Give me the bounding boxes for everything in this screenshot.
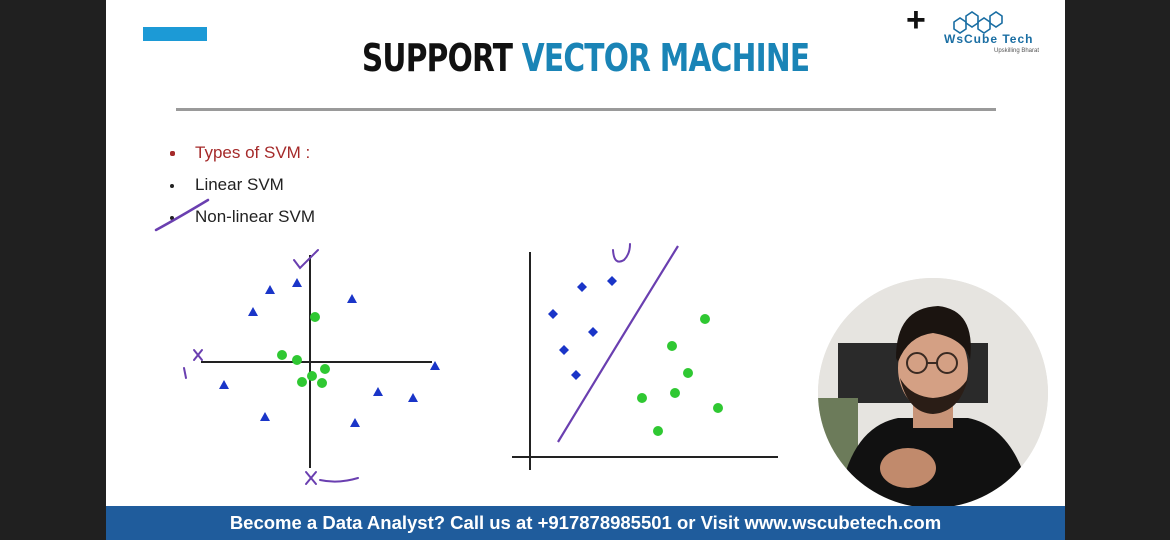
linear-plot <box>512 243 778 470</box>
y-axis-pen-mark <box>293 249 319 270</box>
green-dot <box>310 312 320 322</box>
blue-triangle <box>430 361 440 370</box>
bullet-dot-icon <box>170 151 175 156</box>
pen-check-stroke <box>154 198 210 232</box>
blue-triangle <box>248 307 258 316</box>
green-dot <box>683 368 693 378</box>
green-dot <box>297 377 307 387</box>
nonlinear-plot <box>183 249 440 485</box>
green-dot <box>653 426 663 436</box>
blue-triangle <box>408 393 418 402</box>
plot1-triangles <box>219 278 440 427</box>
hexagon-cluster-icon <box>953 11 1003 34</box>
blue-triangle <box>373 387 383 396</box>
blue-triangle <box>219 380 229 389</box>
hyperplane-line <box>557 245 679 443</box>
pen-check-mark <box>612 243 631 263</box>
wscube-logo: + WsCube Tech Upskilling Bharat <box>906 1 1065 64</box>
logo-tagline: Upskilling Bharat <box>994 48 1040 54</box>
green-dot <box>637 393 647 403</box>
green-dot <box>713 403 723 413</box>
green-dot <box>320 364 330 374</box>
x1-axis-pen-mark <box>183 349 203 379</box>
bullet-dot-icon <box>170 184 174 188</box>
accent-bar <box>143 27 207 41</box>
svm-illustrations <box>154 198 778 485</box>
x2-axis-pen-mark <box>305 471 359 485</box>
bullet-text: Linear SVM <box>195 175 284 194</box>
plus-icon: + <box>906 1 926 39</box>
blue-triangle <box>292 278 302 287</box>
green-dot <box>317 378 327 388</box>
title-divider <box>176 108 996 111</box>
blue-diamond <box>559 345 569 355</box>
blue-diamond <box>548 309 558 319</box>
green-dot <box>700 314 710 324</box>
bullet-dot-icon <box>170 216 174 220</box>
blue-triangle <box>347 294 357 303</box>
logo-name: WsCube Tech <box>944 32 1034 46</box>
blue-diamond <box>588 327 598 337</box>
left-letterbox <box>0 0 106 540</box>
green-dot <box>670 388 680 398</box>
blue-diamond <box>577 282 587 292</box>
bullet-text: Types of SVM : <box>195 143 311 162</box>
blue-triangle <box>350 418 360 427</box>
green-dot <box>292 355 302 365</box>
blue-diamond <box>607 276 617 286</box>
title-part-blue: VECTOR MACHINE <box>521 36 810 80</box>
promo-banner: Become a Data Analyst? Call us at +91787… <box>106 506 1065 540</box>
title-part-dark: SUPPORT <box>361 36 513 80</box>
plot2-circles <box>637 314 723 436</box>
blue-diamond <box>571 370 581 380</box>
bullet-text: Non-linear SVM <box>195 207 315 226</box>
presentation-slide: SUPPORT VECTOR MACHINE + WsCube Tech Ups… <box>106 0 1065 540</box>
green-dot <box>277 350 287 360</box>
green-dot <box>667 341 677 351</box>
blue-triangle <box>260 412 270 421</box>
blue-triangle <box>265 285 275 294</box>
presenter-webcam <box>818 278 1048 508</box>
plot1-circles <box>277 312 330 388</box>
slide-title: SUPPORT VECTOR MACHINE <box>212 36 960 80</box>
right-letterbox <box>1065 0 1170 540</box>
green-dot <box>307 371 317 381</box>
presenter-video-icon <box>818 278 1048 508</box>
plot2-diamonds <box>548 276 617 380</box>
